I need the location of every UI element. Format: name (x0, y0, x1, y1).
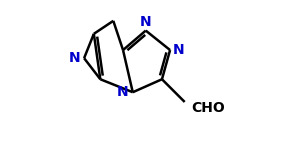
Text: N: N (172, 43, 184, 57)
Text: N: N (69, 51, 80, 65)
Text: N: N (117, 85, 129, 99)
Text: N: N (140, 16, 152, 30)
Text: CHO: CHO (191, 101, 225, 115)
